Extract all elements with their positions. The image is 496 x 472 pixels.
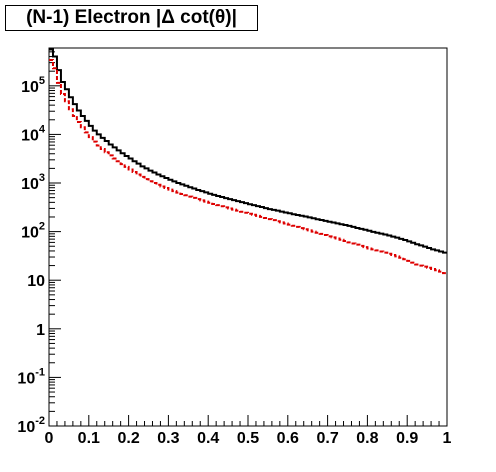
x-tick-label: 0.8	[356, 430, 378, 447]
y-tick-label: 10-1	[17, 366, 45, 387]
y-tick-label: 103	[21, 172, 45, 193]
x-tick-labels: 0 0.1 0.2 0.3 0.4 0.5 0.6 0.7 0.8 0.9 1	[45, 430, 452, 447]
x-tick-label: 0.6	[277, 430, 299, 447]
y-tick-label: 10	[27, 273, 45, 290]
series-black-line	[49, 48, 447, 254]
x-tick-label: 0.3	[157, 430, 179, 447]
series-layer	[49, 48, 447, 275]
y-tick-label: 10-2	[17, 415, 45, 436]
x-tick-label: 0	[45, 430, 54, 447]
y-tick-labels: 10-2 10-1 1 10 102 103 104 105	[17, 75, 45, 436]
series-red-dashed-line	[49, 58, 447, 275]
x-tick-label: 0.5	[237, 430, 259, 447]
x-tick-label: 1	[443, 430, 452, 447]
y-tick-label: 102	[21, 221, 45, 242]
x-tick-label: 0.7	[316, 430, 338, 447]
y-tick-label: 104	[21, 123, 46, 144]
x-tick-label: 0.9	[396, 430, 418, 447]
plot-frame	[48, 47, 448, 427]
y-tick-label: 105	[21, 75, 45, 96]
x-tick-label: 0.4	[197, 430, 219, 447]
axis-ticks	[48, 47, 448, 427]
x-tick-label: 0.1	[78, 430, 100, 447]
x-tick-label: 0.2	[117, 430, 139, 447]
chart-title: (N-1) Electron |Δ cot(θ)|	[5, 5, 258, 31]
y-tick-label: 1	[36, 322, 45, 339]
